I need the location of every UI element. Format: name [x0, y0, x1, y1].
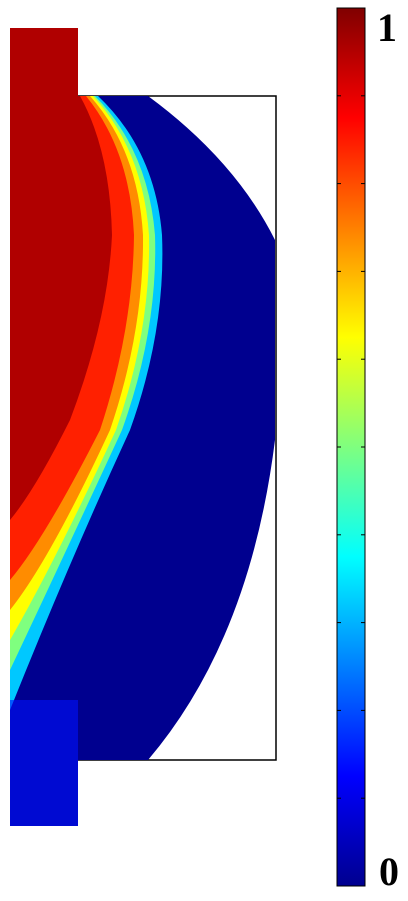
- colorbar-ticks: [337, 7, 365, 887]
- field-core-darkred: [10, 28, 112, 826]
- field-plot: [10, 28, 275, 826]
- colorbar: [336, 7, 366, 887]
- colorbar-min-label: 0: [379, 849, 399, 894]
- field-lower-stub: [10, 700, 78, 826]
- colorbar-max-label: 1: [377, 5, 397, 50]
